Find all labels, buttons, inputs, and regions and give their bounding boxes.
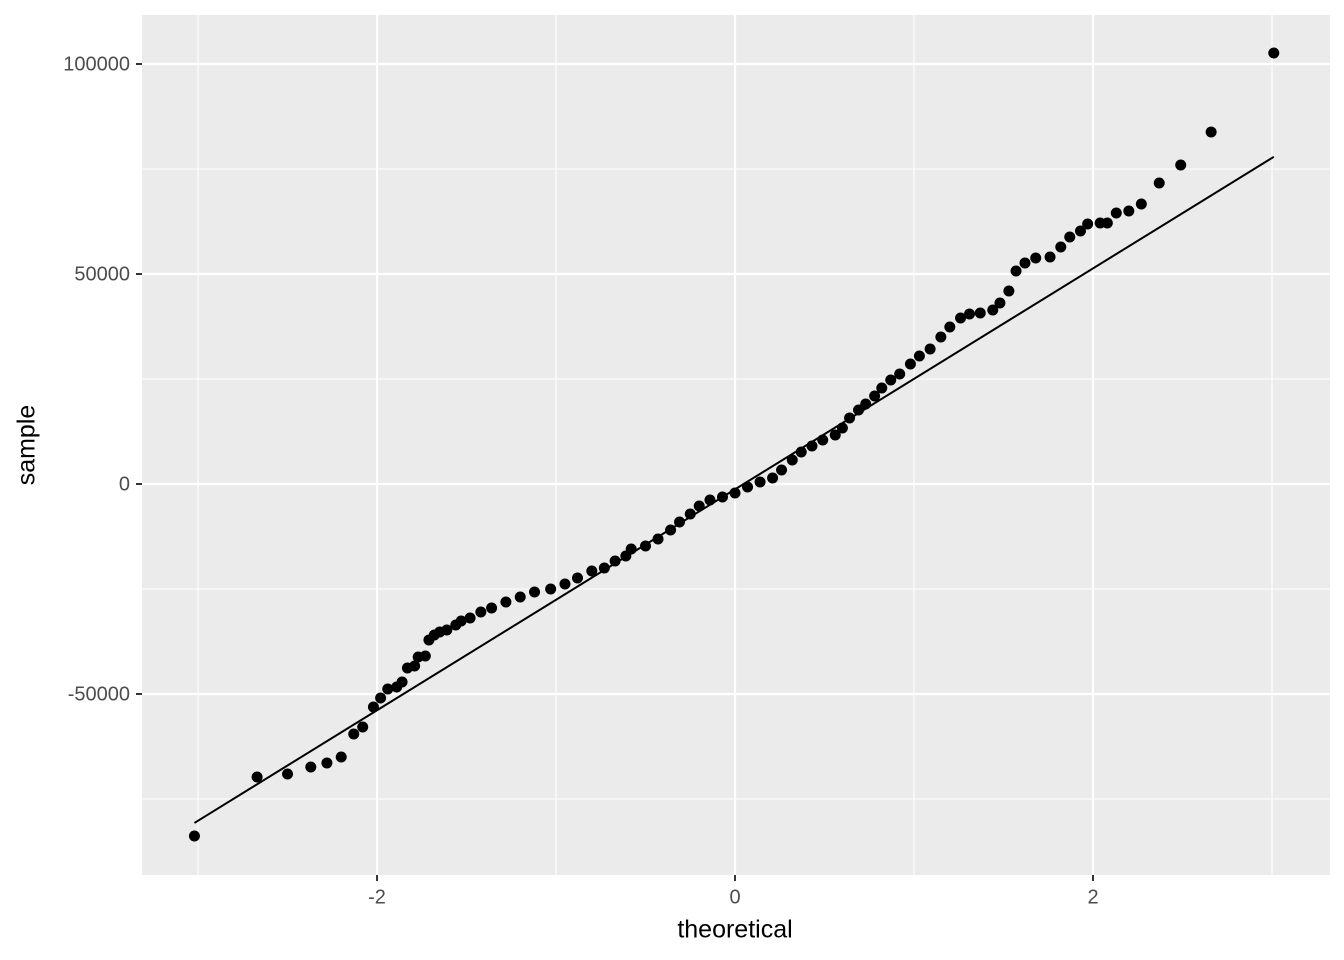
qq-point: [994, 297, 1006, 309]
qq-point: [955, 312, 967, 324]
y-tick-label: 100000: [63, 53, 130, 75]
qq-point: [904, 358, 916, 370]
x-axis-title: theoretical: [677, 916, 792, 944]
qq-point: [869, 390, 881, 402]
qq-point: [1135, 198, 1147, 210]
qq-point: [729, 487, 741, 499]
qq-point: [367, 701, 379, 713]
qq-point: [964, 308, 976, 320]
qq-point: [1082, 218, 1094, 230]
qq-point: [987, 304, 999, 316]
qq-point: [817, 434, 829, 446]
qq-point: [455, 615, 467, 627]
qq-point: [1123, 205, 1135, 217]
qq-point: [609, 555, 621, 567]
qq-point: [754, 476, 766, 488]
qq-point: [1003, 285, 1015, 297]
qq-point: [545, 583, 557, 595]
qq-point: [251, 771, 263, 783]
qq-point: [1205, 126, 1217, 138]
qq-point: [1055, 241, 1067, 253]
qq-point: [742, 481, 754, 493]
qq-point: [1101, 217, 1113, 229]
qq-point: [321, 757, 333, 769]
qq-point: [1268, 47, 1280, 59]
qq-point: [441, 624, 453, 636]
qq-point: [282, 768, 294, 780]
qq-point: [335, 751, 347, 763]
qq-point: [640, 540, 652, 552]
qq-point: [396, 676, 408, 688]
qq-point: [1019, 257, 1031, 269]
qq-point: [974, 307, 986, 319]
qq-point: [382, 683, 394, 695]
qq-point: [486, 602, 498, 614]
qq-point: [514, 591, 526, 603]
qq-point: [944, 321, 956, 333]
y-tick-label: -50000: [68, 683, 130, 705]
qq-point: [776, 464, 788, 476]
qq-point: [529, 586, 541, 598]
y-axis-title: sample: [13, 405, 41, 486]
y-tick-label: 50000: [74, 263, 130, 285]
qq-point: [1010, 265, 1022, 277]
qq-point: [844, 412, 856, 424]
qq-point: [836, 422, 848, 434]
qq-point: [806, 440, 818, 452]
qq-point: [559, 578, 571, 590]
qq-point: [305, 761, 317, 773]
qq-point: [894, 368, 906, 380]
x-tick-label: 0: [729, 886, 740, 908]
qq-point: [913, 350, 925, 362]
qq-point: [786, 454, 798, 466]
y-tick-label: 0: [119, 473, 130, 495]
qq-point: [409, 660, 421, 672]
qq-point: [571, 572, 583, 584]
qq-point: [1064, 231, 1076, 243]
qq-point: [625, 543, 637, 555]
qq-point: [598, 562, 610, 574]
qq-point: [475, 606, 487, 618]
qq-point: [885, 374, 897, 386]
x-tick-label: -2: [368, 886, 386, 908]
qq-point: [1153, 177, 1165, 189]
qq-point: [704, 494, 716, 506]
qq-point: [716, 491, 728, 503]
qq-point: [375, 692, 387, 704]
qq-point: [500, 596, 512, 608]
qq-point: [1074, 225, 1086, 237]
qq-point: [652, 533, 664, 545]
qq-point: [1175, 159, 1187, 171]
qq-point: [188, 830, 200, 842]
qq-point: [357, 721, 369, 733]
qq-point: [693, 500, 705, 512]
qq-point: [348, 728, 360, 740]
qq-point: [1110, 207, 1122, 219]
qq-point: [935, 331, 947, 343]
qq-point: [674, 516, 686, 528]
x-tick-label: 2: [1087, 886, 1098, 908]
qq-point: [1044, 251, 1056, 263]
qq-point: [684, 508, 696, 520]
qq-point: [419, 650, 431, 662]
qq-point: [795, 446, 807, 458]
qq-point: [1030, 252, 1042, 264]
qq-point: [876, 382, 888, 394]
qq-point: [860, 398, 872, 410]
qq-point: [665, 524, 677, 536]
qq-point: [464, 612, 476, 624]
qq-point: [767, 472, 779, 484]
qq-point: [924, 343, 936, 355]
qq-point: [586, 565, 598, 577]
qq-point: [829, 429, 841, 441]
